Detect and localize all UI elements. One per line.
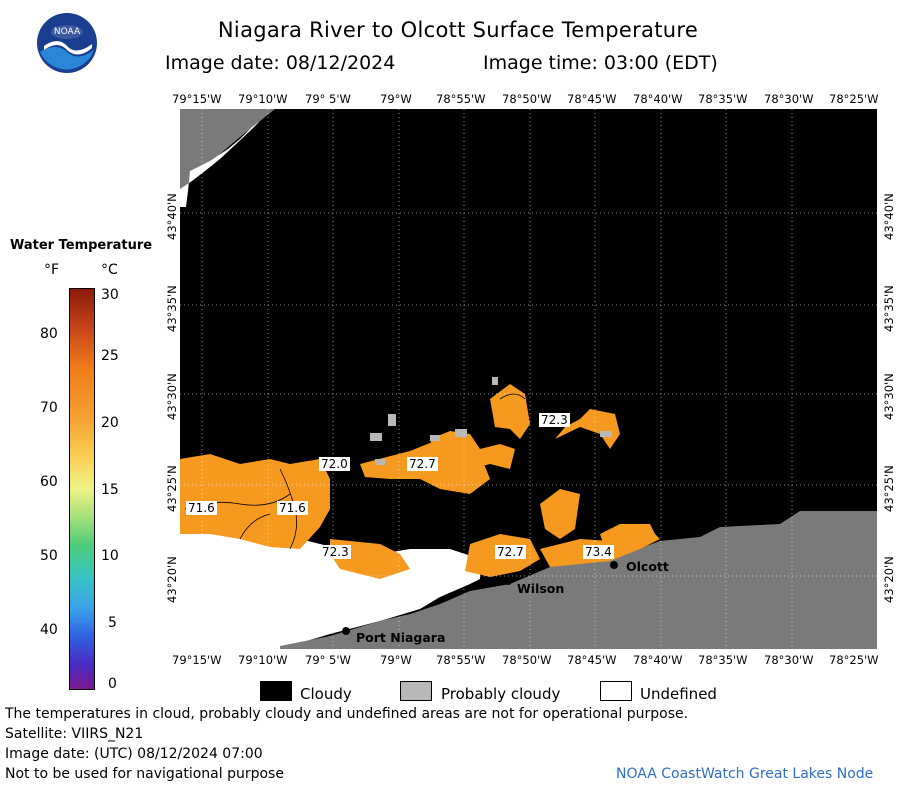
probably-cloudy-label: Probably cloudy xyxy=(441,685,561,703)
page-title: Niagara River to Olcott Surface Temperat… xyxy=(217,18,699,42)
lat-tick: 43°20'N xyxy=(165,556,179,603)
cloudy-label: Cloudy xyxy=(300,685,352,703)
lon-tick: 79°W xyxy=(380,92,412,106)
lon-tick: 79°10'W xyxy=(238,653,288,667)
temp-label: 72.7 xyxy=(407,457,438,471)
c-tick: 20 xyxy=(101,415,119,431)
probably-cloudy-swatch xyxy=(400,681,432,701)
lon-tick: 79°W xyxy=(380,653,412,667)
lon-tick: 79°15'W xyxy=(172,92,222,106)
c-tick: 15 xyxy=(101,482,119,498)
land-area-canada xyxy=(180,109,275,191)
graticule xyxy=(180,109,877,649)
lon-tick: 78°50'W xyxy=(502,92,552,106)
temp-label: 71.6 xyxy=(277,501,308,515)
olcott-marker xyxy=(610,561,618,569)
lon-tick: 78°30'W xyxy=(764,653,814,667)
wilson-marker xyxy=(504,577,512,585)
undefined-label: Undefined xyxy=(640,685,717,703)
lon-tick: 79°10'W xyxy=(238,92,288,106)
lon-tick: 79° 5'W xyxy=(305,92,351,106)
temp-label: 71.6 xyxy=(186,501,217,515)
place-wilson: Wilson xyxy=(517,581,565,596)
c-tick: 25 xyxy=(101,348,119,364)
lon-tick: 78°25'W xyxy=(829,92,879,106)
lat-tick: 43°25'N xyxy=(882,465,896,512)
cloudy-swatch xyxy=(260,681,292,701)
lon-tick: 78°40'W xyxy=(633,653,683,667)
place-olcott: Olcott xyxy=(626,559,669,574)
lon-tick: 78°35'W xyxy=(698,92,748,106)
lon-tick: 78°30'W xyxy=(764,92,814,106)
temp-label: 72.7 xyxy=(495,545,526,559)
lat-tick: 43°35'N xyxy=(882,285,896,332)
lat-tick: 43°40'N xyxy=(882,193,896,240)
f-tick: 50 xyxy=(40,548,58,564)
satellite-info: Satellite: VIIRS_N21 xyxy=(5,726,144,742)
f-tick: 70 xyxy=(40,400,58,416)
temp-label: 73.4 xyxy=(583,545,614,559)
lon-tick: 78°50'W xyxy=(502,653,552,667)
disclaimer-note: The temperatures in cloud, probably clou… xyxy=(5,706,689,722)
lon-tick: 79° 5'W xyxy=(305,653,351,667)
lon-tick: 78°45'W xyxy=(567,92,617,106)
lon-tick: 78°35'W xyxy=(698,653,748,667)
image-date: Image date: 08/12/2024 xyxy=(165,52,396,74)
lon-tick: 79°15'W xyxy=(172,653,222,667)
nav-warning: Not to be used for navigational purpose xyxy=(5,766,284,782)
undefined-swatch xyxy=(600,681,632,701)
c-tick: 30 xyxy=(101,287,119,303)
utc-date: Image date: (UTC) 08/12/2024 07:00 xyxy=(5,746,263,762)
f-tick: 60 xyxy=(40,474,58,490)
lon-tick: 78°45'W xyxy=(567,653,617,667)
lon-tick: 78°25'W xyxy=(829,653,879,667)
temp-label: 72.3 xyxy=(539,413,570,427)
c-tick: 5 xyxy=(108,615,117,631)
logo-text: NOAA xyxy=(54,27,81,37)
lon-tick: 78°55'W xyxy=(436,653,486,667)
credit-link[interactable]: NOAA CoastWatch Great Lakes Node xyxy=(616,766,874,782)
unit-fahrenheit: °F xyxy=(44,262,60,278)
lat-tick: 43°30'N xyxy=(882,373,896,420)
lon-tick: 78°55'W xyxy=(436,92,486,106)
place-port-niagara: Port Niagara xyxy=(356,630,446,645)
f-tick: 40 xyxy=(40,622,58,638)
legend-title: Water Temperature xyxy=(10,238,153,253)
lat-tick: 43°20'N xyxy=(882,556,896,603)
lat-tick: 43°25'N xyxy=(165,465,179,512)
c-tick: 0 xyxy=(108,676,117,692)
f-tick: 80 xyxy=(40,326,58,342)
unit-celsius: °C xyxy=(101,262,118,278)
temp-label: 72.3 xyxy=(320,545,351,559)
temperature-map[interactable]: 72.3 72.0 72.7 71.6 71.6 72.3 72.7 73.4 … xyxy=(180,109,877,649)
image-time: Image time: 03:00 (EDT) xyxy=(483,52,718,74)
lon-tick: 78°40'W xyxy=(633,92,683,106)
port-niagara-marker xyxy=(342,627,350,635)
lat-tick: 43°35'N xyxy=(165,285,179,332)
color-scale-bar xyxy=(69,288,95,690)
land-area-us xyxy=(280,511,877,649)
c-tick: 10 xyxy=(101,548,119,564)
noaa-logo: NOAA xyxy=(36,12,98,74)
lat-tick: 43°40'N xyxy=(165,193,179,240)
lat-tick: 43°30'N xyxy=(165,373,179,420)
probably-cloudy xyxy=(370,377,612,465)
temp-label: 72.0 xyxy=(319,457,350,471)
